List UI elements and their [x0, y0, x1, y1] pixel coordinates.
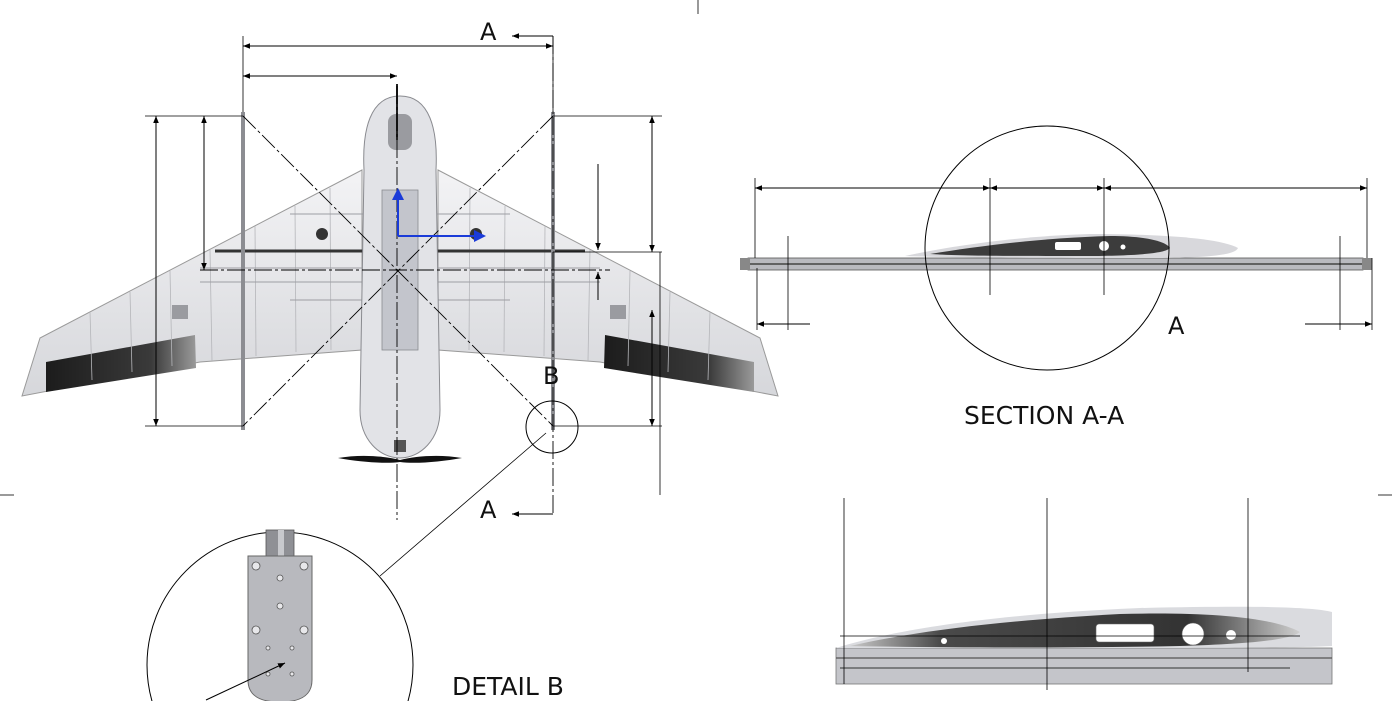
section-circle-marker: A	[1168, 312, 1185, 340]
section-marker-bottom: A	[480, 496, 497, 524]
wing-ribs	[89, 187, 711, 381]
sheet-border-marks	[0, 0, 1392, 496]
enlarged-section-view	[835, 498, 1333, 690]
left-servo	[172, 305, 188, 319]
detail-marker: B	[543, 362, 559, 390]
section-view-aa: A SECTION A-A	[740, 125, 1373, 430]
section-detail-circle	[924, 125, 1170, 371]
propeller	[338, 455, 462, 463]
nose-camera	[388, 114, 412, 150]
top-view: A A B	[21, 18, 779, 577]
detail-caption: DETAIL B	[452, 672, 564, 701]
detail-b-circle	[525, 400, 579, 454]
section-marker-top: A	[480, 18, 497, 46]
enlarged-spar-tube	[835, 647, 1333, 685]
boom-bracket	[247, 555, 313, 701]
section-line-aa	[512, 33, 554, 517]
right-elevon	[604, 335, 754, 392]
section-caption: SECTION A-A	[964, 401, 1124, 430]
motor-mount	[394, 440, 406, 452]
coordinate-axis-icon	[392, 188, 486, 242]
right-servo	[610, 305, 626, 319]
detail-view-b: DETAIL B	[146, 529, 564, 701]
